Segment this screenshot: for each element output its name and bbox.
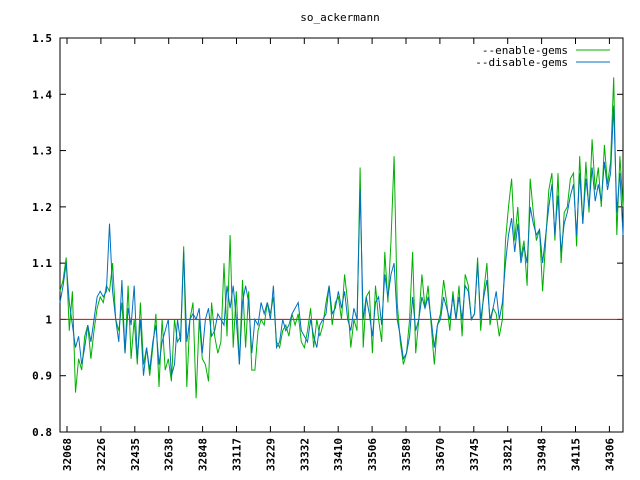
x-tick-label: 33506 <box>366 438 379 471</box>
x-tick-label: 34115 <box>570 438 583 471</box>
y-tick-label: 1.3 <box>32 145 52 158</box>
x-tick-label: 33821 <box>502 438 515 471</box>
x-tick-label: 33589 <box>400 438 413 471</box>
x-tick-label: 34306 <box>603 438 616 471</box>
x-tick-label: 33410 <box>332 438 345 471</box>
y-tick-label: 1.4 <box>32 88 52 101</box>
x-tick-label: 32068 <box>61 438 74 471</box>
y-tick-label: 0.9 <box>32 370 52 383</box>
series-line-0 <box>59 77 624 399</box>
plot-area: 0.8 0.9 1 1.1 1.2 1.3 1.4 1.5 32068 32226 32435 326… <box>32 32 624 471</box>
legend-label: --disable-gems <box>475 56 568 69</box>
plot-frame <box>59 37 624 433</box>
x-tick-label: 32435 <box>129 438 142 471</box>
y-tick-label: 1.5 <box>32 32 52 45</box>
y-tick-label: 0.8 <box>32 426 52 439</box>
y-tick-label: 1 <box>45 313 52 326</box>
chart-title: so_ackermann <box>300 11 379 24</box>
x-tick-label: 33670 <box>434 438 447 471</box>
y-tick-label: 1.2 <box>32 201 52 214</box>
series-line-1 <box>59 105 624 376</box>
x-tick-label: 33117 <box>231 438 244 471</box>
x-tick-label: 33745 <box>468 438 481 471</box>
y-tick-label: 1.1 <box>32 257 52 270</box>
legend-label: --enable-gems <box>482 44 568 57</box>
x-tick-label: 32226 <box>95 438 108 471</box>
x-tick-label: 32638 <box>163 438 176 471</box>
x-tick-label: 33332 <box>298 438 311 471</box>
x-tick-label: 33229 <box>264 438 277 471</box>
x-tick-label: 33948 <box>536 438 549 471</box>
x-tick-label: 32848 <box>197 438 210 471</box>
